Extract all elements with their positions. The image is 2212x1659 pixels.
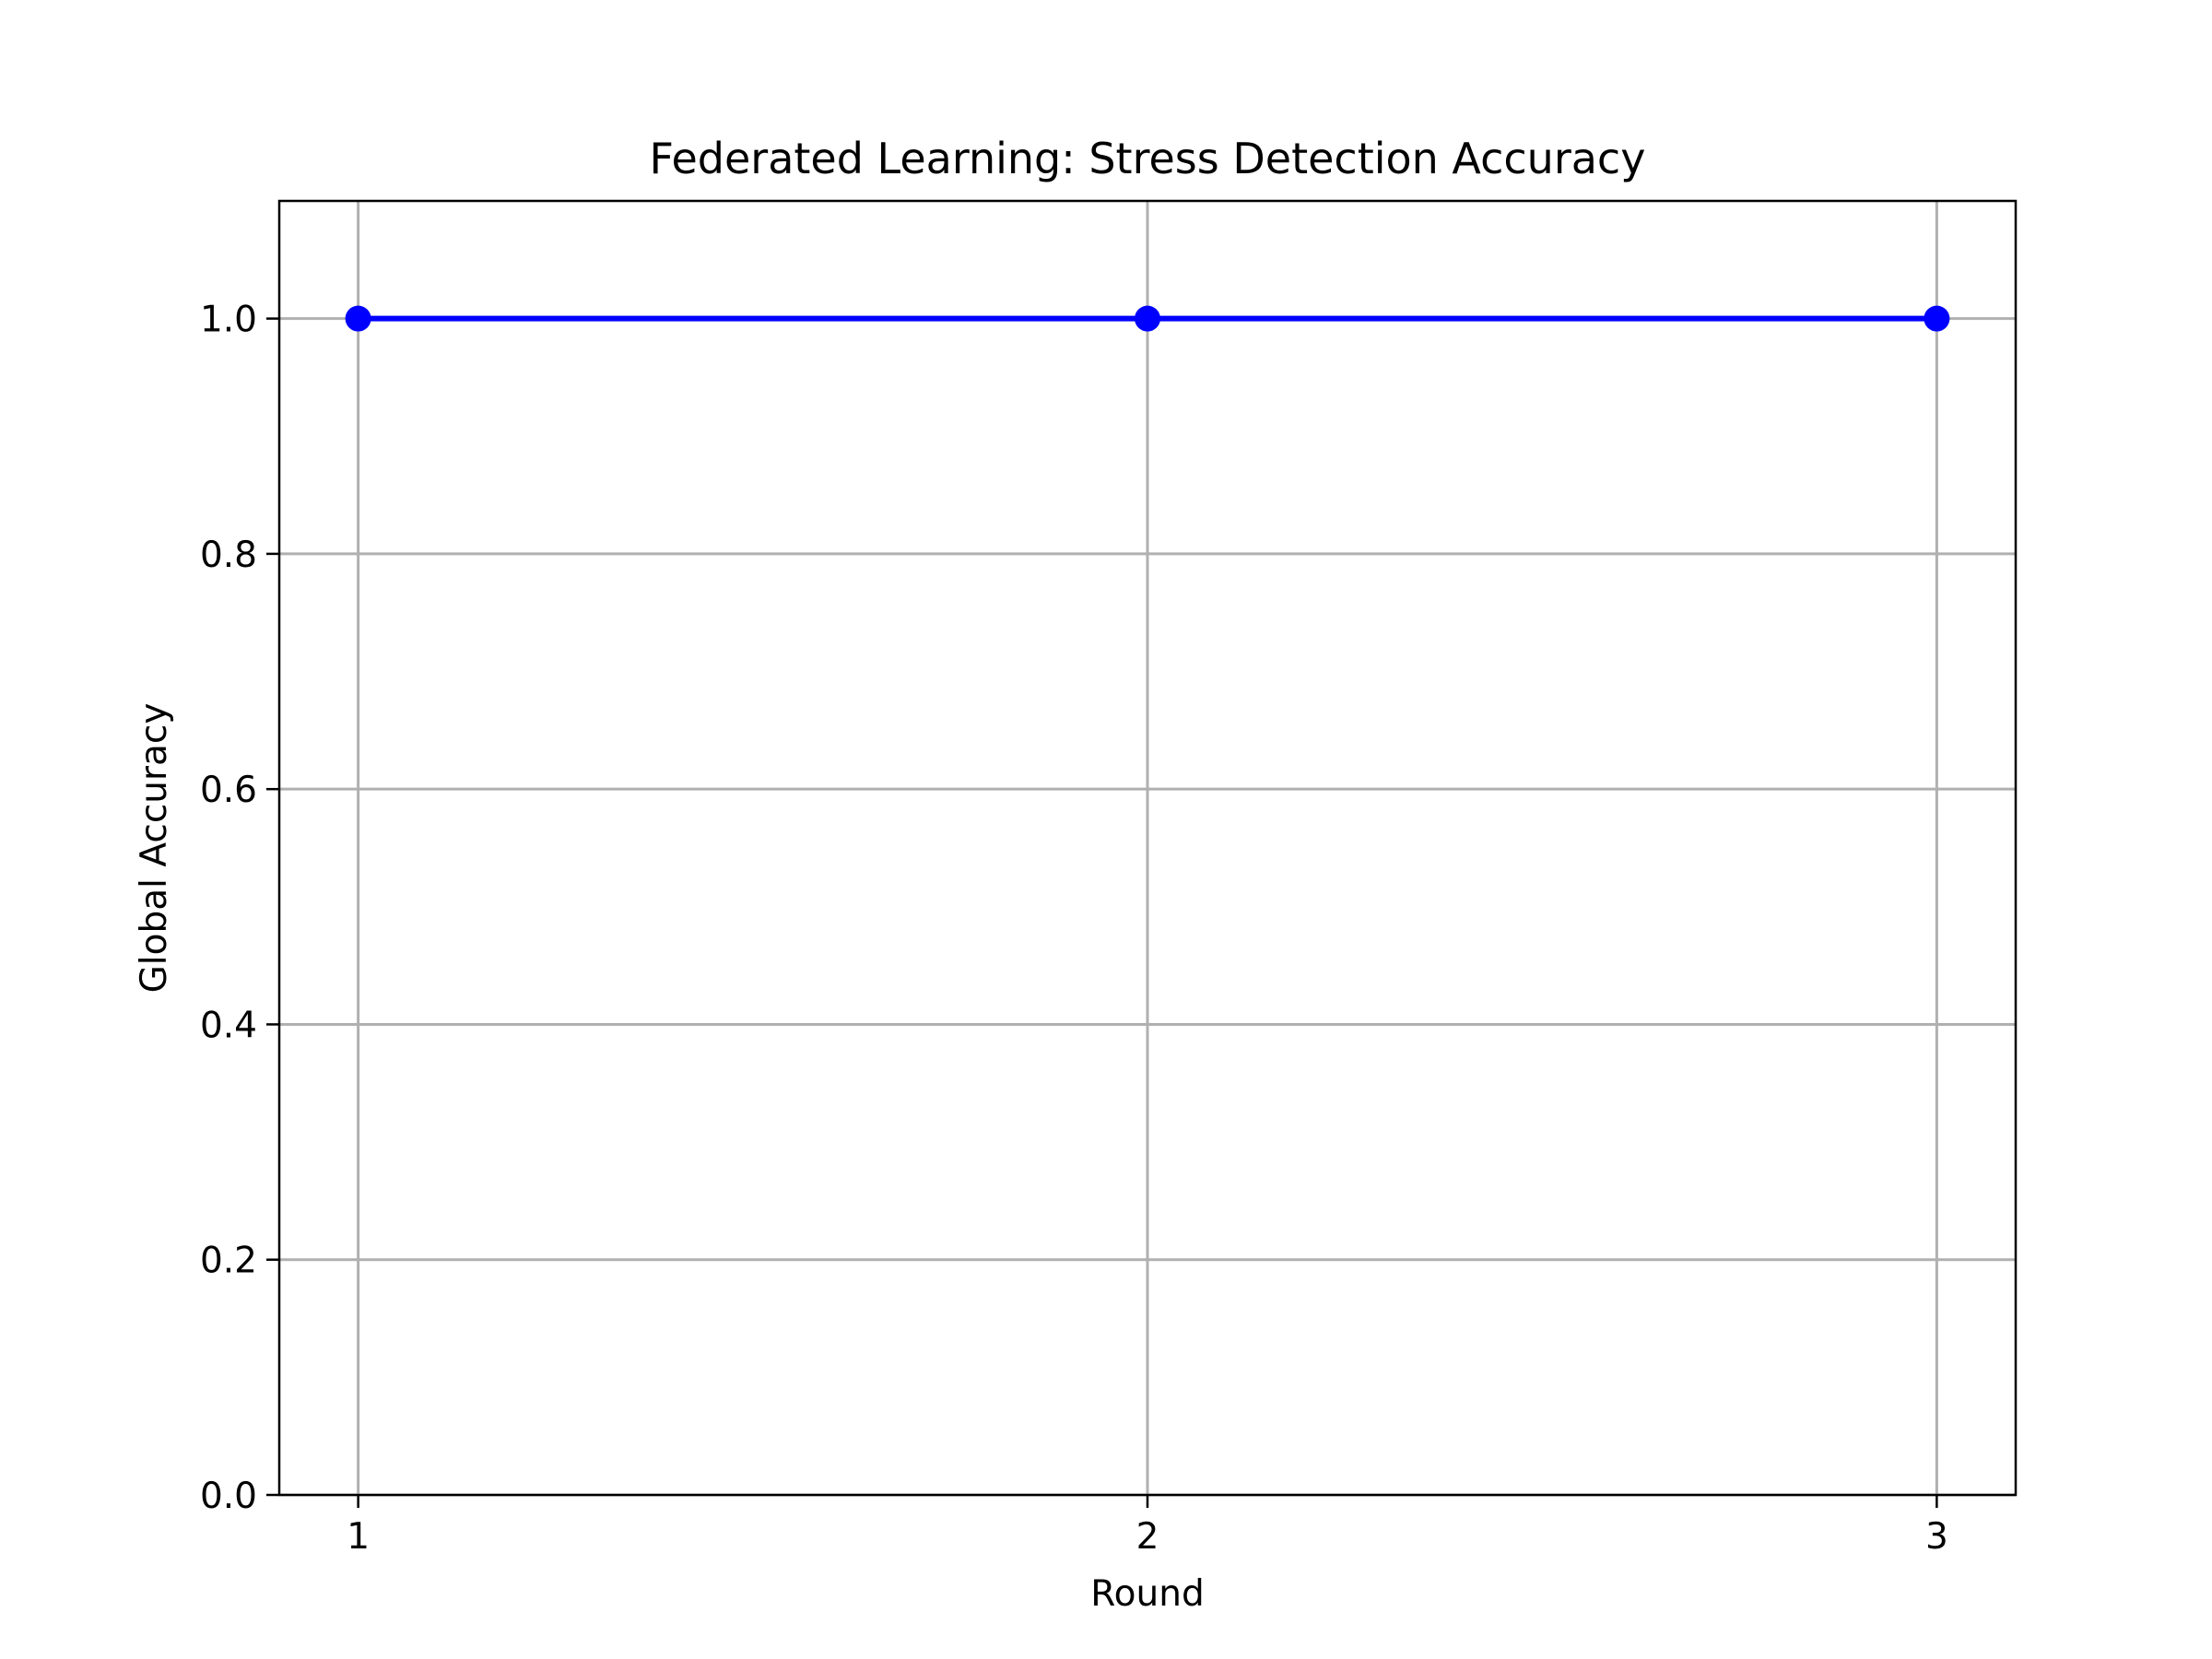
chart-title: Federated Learning: Stress Detection Acc… [650, 134, 1646, 183]
x-tick-label: 2 [1136, 1516, 1159, 1558]
series-layer [345, 305, 1950, 332]
y-tick-label: 1.0 [200, 300, 257, 341]
data-point [1135, 305, 1160, 332]
x-tick-label: 1 [347, 1516, 370, 1558]
y-tick-label: 0.4 [200, 1005, 257, 1046]
data-point [345, 305, 371, 332]
y-tick-label: 0.6 [200, 770, 257, 811]
tick-layer: 1 2 3 0.0 0.2 0.4 0.6 0.8 1.0 [200, 300, 1948, 1558]
x-axis-label: Round [1090, 1573, 1204, 1615]
x-tick-label: 3 [1925, 1516, 1948, 1558]
y-tick-label: 0.0 [200, 1476, 257, 1517]
y-axis-label: Global Accuracy [134, 703, 175, 994]
y-tick-label: 0.8 [200, 535, 257, 576]
y-tick-label: 0.2 [200, 1241, 257, 1282]
data-point [1924, 305, 1950, 332]
